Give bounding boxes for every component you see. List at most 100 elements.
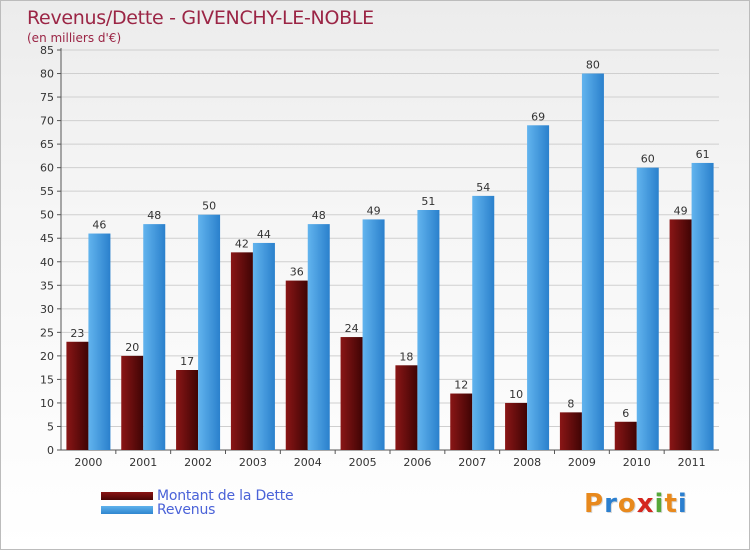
bar-dette: [559, 412, 582, 450]
bar-dette: [66, 341, 89, 450]
bar-dette: [230, 252, 253, 450]
bar-revenus: [307, 224, 330, 450]
value-label-dette: 10: [509, 388, 523, 401]
bar-dette: [614, 421, 637, 450]
value-label-revenus: 46: [92, 219, 106, 232]
legend-label-dette: Montant de la Dette: [157, 488, 294, 504]
value-label-dette: 6: [622, 407, 629, 420]
y-tick-label: 75: [40, 91, 54, 104]
y-tick-label: 65: [40, 138, 54, 151]
bar-revenus: [143, 224, 166, 450]
legend-item-dette: Montant de la Dette: [101, 488, 294, 504]
bar-dette: [340, 337, 363, 450]
value-label-dette: 8: [567, 397, 574, 410]
y-tick-label: 20: [40, 350, 54, 363]
x-tick-label: 2001: [129, 456, 157, 469]
value-label-dette: 42: [235, 237, 249, 250]
bar-dette: [450, 393, 473, 450]
value-label-revenus: 48: [312, 209, 326, 222]
logo-letter: o: [617, 489, 637, 519]
x-tick-label: 2010: [623, 456, 651, 469]
bar-revenus: [581, 73, 604, 450]
bar-revenus: [198, 214, 221, 450]
bar-dette: [176, 370, 199, 450]
y-tick-label: 50: [40, 209, 54, 222]
value-label-dette: 23: [70, 327, 84, 340]
value-label-revenus: 54: [476, 181, 490, 194]
logo-letter: r: [604, 489, 618, 519]
y-tick-label: 30: [40, 303, 54, 316]
x-tick-label: 2009: [568, 456, 596, 469]
axes: 0 5 10 15 20 25 30 35 40 45 50 55 60 65 70 75 80 85 2000 20…: [40, 44, 719, 469]
value-label-revenus: 44: [257, 228, 271, 241]
x-tick-label: 2008: [513, 456, 541, 469]
proxiti-logo: Proxiti: [584, 489, 688, 519]
value-label-dette: 49: [674, 204, 688, 217]
y-tick-label: 10: [40, 397, 54, 410]
bar-revenus: [472, 195, 495, 450]
y-tick-label: 25: [40, 326, 54, 339]
y-tick-label: 85: [40, 44, 54, 57]
y-tick-label: 0: [47, 444, 54, 457]
value-label-revenus: 69: [531, 110, 545, 123]
value-label-revenus: 48: [147, 209, 161, 222]
x-tick-label: 2007: [458, 456, 486, 469]
y-tick-label: 70: [40, 115, 54, 128]
bar-dette: [395, 365, 418, 450]
logo-letter: i: [677, 489, 688, 519]
bar-revenus: [417, 210, 440, 450]
logo-letter: x: [636, 489, 655, 519]
x-tick-label: 2011: [678, 456, 706, 469]
value-labels: 23 46 20 48 17 50 42 44 36 48 24 49 18 51 12 54 10 69 8 80 6…: [70, 59, 709, 420]
value-label-dette: 12: [454, 379, 468, 392]
x-tick-label: 2000: [74, 456, 102, 469]
legend-label-revenus: Revenus: [157, 502, 216, 518]
gridlines: [61, 49, 719, 427]
x-tick-label: 2002: [184, 456, 212, 469]
value-label-revenus: 50: [202, 200, 216, 213]
value-label-dette: 17: [180, 355, 194, 368]
bar-revenus: [362, 219, 385, 450]
y-tick-label: 80: [40, 68, 54, 81]
y-tick-label: 5: [47, 420, 54, 433]
bar-dette: [285, 280, 308, 450]
x-tick-label: 2004: [294, 456, 322, 469]
y-tick-label: 15: [40, 373, 54, 386]
y-tick-label: 35: [40, 279, 54, 292]
chart-subtitle: (en milliers d'€): [27, 31, 122, 45]
logo-letter: t: [664, 489, 678, 519]
bar-dette: [505, 402, 528, 450]
value-label-dette: 24: [345, 322, 359, 335]
bar-revenus: [527, 125, 550, 450]
y-tick-label: 55: [40, 185, 54, 198]
x-tick-label: 2005: [349, 456, 377, 469]
value-label-revenus: 51: [421, 195, 435, 208]
value-label-dette: 36: [290, 266, 304, 279]
x-tick-label: 2003: [239, 456, 267, 469]
bar-dette: [669, 219, 692, 450]
bar-revenus: [691, 162, 714, 451]
value-label-dette: 18: [399, 350, 413, 363]
bar-revenus: [88, 233, 111, 450]
value-label-revenus: 60: [641, 153, 655, 166]
y-tick-label: 45: [40, 232, 54, 245]
legend-swatch-dette: [101, 492, 153, 500]
x-tick-label: 2006: [403, 456, 431, 469]
value-label-revenus: 49: [367, 204, 381, 217]
value-label-dette: 20: [125, 341, 139, 354]
value-label-revenus: 80: [586, 59, 600, 72]
logo-letter: i: [654, 489, 665, 519]
legend-swatch-revenus: [101, 506, 153, 514]
bar-dette: [121, 355, 144, 450]
logo-letter: P: [584, 489, 605, 519]
bar-revenus: [252, 242, 275, 450]
legend-item-revenus: Revenus: [101, 502, 215, 518]
bars: [66, 73, 714, 451]
y-tick-label: 60: [40, 162, 54, 175]
chart-title: Revenus/Dette - GIVENCHY-LE-NOBLE: [27, 7, 374, 29]
value-label-revenus: 61: [696, 148, 710, 161]
bar-revenus: [636, 167, 659, 450]
y-tick-label: 40: [40, 256, 54, 269]
